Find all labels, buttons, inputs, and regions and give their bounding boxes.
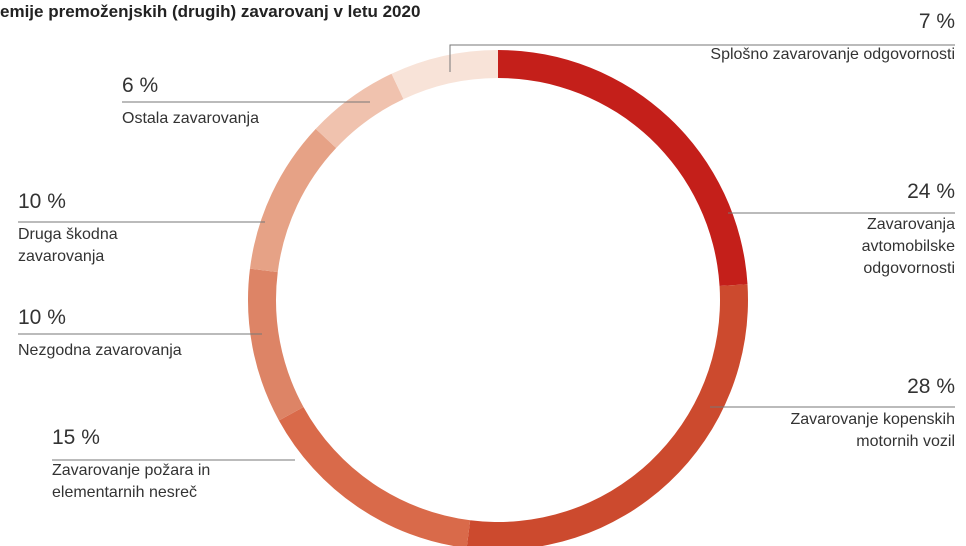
category-label: Splošno zavarovanje odgovornosti	[710, 46, 955, 63]
slice-label: 6 % Ostala zavarovanja	[122, 74, 382, 130]
slice-label: 10 % Nezgodna zavarovanja	[18, 306, 258, 362]
category-label: Zavarovanja avtomobilske odgovornosti	[861, 216, 955, 277]
donut-slice	[315, 73, 404, 149]
value-label: 10 %	[18, 190, 66, 213]
slice-label: 10 % Druga škodna zavarovanja	[18, 190, 188, 268]
donut-slice	[391, 50, 498, 100]
slice-label: 15 % Zavarovanje požara in elementarnih n…	[52, 426, 292, 504]
category-label: Druga škodna zavarovanja	[18, 226, 118, 265]
value-label: 15 %	[52, 426, 100, 449]
chart-title: emije premoženjskih (drugih) zavarovanj …	[0, 2, 421, 21]
slice-label: 28 % Zavarovanje kopenskih motornih vozil	[735, 375, 955, 453]
category-label: Zavarovanje kopenskih motornih vozil	[790, 411, 955, 450]
category-label: Nezgodna zavarovanja	[18, 342, 182, 359]
donut-slice	[278, 406, 471, 546]
value-label: 10 %	[18, 306, 66, 329]
leader-line	[449, 44, 955, 72]
value-label: 24 %	[907, 180, 955, 203]
value-label: 28 %	[907, 375, 955, 398]
donut-slice	[248, 268, 304, 421]
value-label: 6 %	[122, 74, 159, 97]
slice-label: 24 % Zavarovanja avtomobilske odgovornost…	[735, 180, 955, 280]
donut-slice	[498, 50, 748, 287]
slice-label: 7 % Splošno zavarovanje odgovornosti	[635, 10, 955, 66]
value-label: 7 %	[918, 10, 955, 33]
category-label: Ostala zavarovanja	[122, 110, 259, 127]
donut-slice	[466, 284, 748, 546]
category-label: Zavarovanje požara in elementarnih nesre…	[52, 462, 211, 501]
donut-slice	[249, 128, 337, 273]
